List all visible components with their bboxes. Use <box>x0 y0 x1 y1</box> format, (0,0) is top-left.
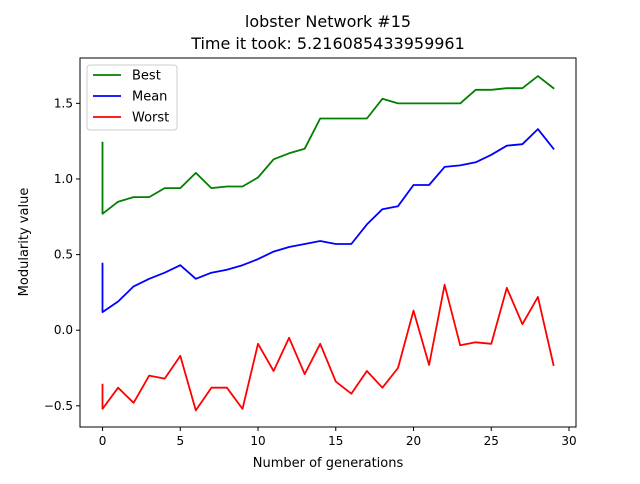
y-tick-label: 0.0 <box>54 323 73 337</box>
x-tick-label: 5 <box>176 434 184 448</box>
series-line-best <box>101 75 555 215</box>
y-tick-label: 1.5 <box>54 96 73 110</box>
series-line-mean <box>101 128 555 314</box>
legend: Best Mean Worst <box>86 64 178 131</box>
y-tick-label: 0.5 <box>54 248 73 262</box>
series-line-worst <box>101 283 555 412</box>
legend-label-worst: Worst <box>132 111 169 126</box>
x-tick-label: 10 <box>250 434 265 448</box>
y-axis-label: Modularity value <box>17 188 32 297</box>
x-tick-label: 20 <box>406 434 421 448</box>
chart-subtitle: Time it took: 5.216085433959961 <box>190 34 465 53</box>
y-tick-label: −0.5 <box>44 399 73 413</box>
y-tick-label: 1.0 <box>54 172 73 186</box>
plot-frame <box>79 57 577 428</box>
legend-box <box>86 64 178 131</box>
x-tick-label: 0 <box>99 434 107 448</box>
legend-label-best: Best <box>132 69 161 84</box>
x-tick-label: 15 <box>328 434 343 448</box>
legend-label-mean: Mean <box>132 90 167 105</box>
chart-title: lobster Network #15 <box>245 12 411 31</box>
x-axis-label: Number of generations <box>253 456 404 471</box>
x-tick-label: 25 <box>484 434 499 448</box>
x-tick-label: 30 <box>561 434 576 448</box>
